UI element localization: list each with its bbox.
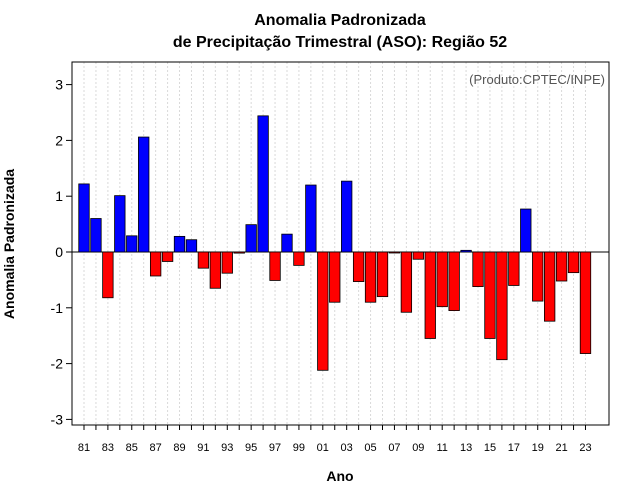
x-tick-label: 13 [460, 442, 472, 454]
bar-2021 [555, 251, 568, 282]
x-tick-label: 97 [269, 442, 281, 454]
x-tick-label: 95 [245, 442, 257, 454]
bar-1990 [185, 239, 198, 253]
y-tick-label: 0 [55, 244, 63, 260]
bar-1995 [245, 224, 257, 253]
bar-2010 [424, 251, 436, 339]
x-tick-label: 09 [412, 442, 424, 454]
source-credit: (Produto:CPTEC/INPE) [469, 72, 605, 87]
bar-2016 [496, 251, 508, 361]
bar-series [78, 115, 592, 371]
x-tick-label: 85 [126, 442, 138, 454]
bar-2009 [412, 251, 424, 260]
x-axis: 81 83 85 87 89 91 93 95 97 99 01 03 05 07 09 11 13 15 17 19… [78, 425, 592, 454]
x-tick-label: 89 [173, 442, 185, 454]
bar-2017 [508, 251, 520, 286]
bar-2006 [376, 251, 389, 298]
y-tick-label: -2 [51, 356, 64, 372]
x-tick-label: 23 [579, 442, 591, 454]
bar-1988 [161, 251, 174, 262]
bar-1985 [126, 235, 138, 253]
bar-2003 [341, 180, 353, 253]
y-tick-label: 1 [55, 188, 63, 204]
bar-1987 [149, 251, 162, 277]
chart-title: Anomalia Padronizada [254, 12, 426, 29]
bar-1981 [78, 183, 90, 253]
bar-1992 [209, 251, 221, 289]
x-tick-label: 91 [197, 442, 209, 454]
x-tick-label: 03 [341, 442, 353, 454]
x-tick-label: 05 [364, 442, 376, 454]
bar-1997 [269, 251, 281, 281]
x-tick-label: 11 [436, 442, 447, 454]
x-tick-label: 81 [78, 442, 90, 454]
x-tick-label: 99 [293, 442, 305, 454]
bar-2001 [317, 251, 329, 371]
bar-1998 [281, 233, 293, 253]
bar-2022 [567, 251, 580, 274]
x-tick-label: 21 [555, 442, 567, 454]
x-tick-label: 07 [388, 442, 400, 454]
bar-1993 [221, 251, 233, 274]
bar-2011 [436, 251, 448, 308]
bar-2005 [364, 251, 377, 303]
vertical-gridlines [83, 62, 586, 425]
bar-1991 [197, 251, 210, 269]
bar-2018 [520, 208, 532, 253]
bar-1999 [293, 251, 305, 266]
chart-subtitle: de Precipitação Trimestral (ASO): Região… [173, 34, 507, 51]
bar-1989 [173, 235, 186, 253]
bar-2019 [532, 251, 544, 302]
bar-2004 [352, 251, 365, 282]
x-tick-label: 01 [317, 442, 329, 454]
y-tick-label: -3 [51, 411, 64, 427]
y-tick-label: 2 [55, 132, 63, 148]
bar-2000 [305, 184, 317, 253]
x-tick-label: 83 [102, 442, 114, 454]
bar-1994 [233, 251, 245, 254]
bar-2014 [472, 251, 484, 287]
bar-2013 [460, 249, 472, 253]
bar-2008 [400, 251, 413, 313]
bar-2020 [544, 251, 556, 322]
x-tick-label: 17 [508, 442, 520, 454]
y-tick-label: 3 [55, 77, 63, 93]
bar-2002 [329, 251, 341, 303]
x-tick-label: 87 [150, 442, 162, 454]
x-tick-label: 19 [532, 442, 544, 454]
bar-1996 [257, 115, 269, 253]
y-tick-label: -1 [51, 300, 64, 316]
bar-1986 [138, 136, 150, 253]
y-axis-label: Anomalia Padronizada [1, 169, 17, 319]
bar-1982 [90, 218, 102, 253]
bar-2023 [579, 251, 592, 354]
x-tick-label: 15 [484, 442, 496, 454]
plot-frame [71, 61, 610, 426]
x-axis-label: Ano [326, 468, 353, 484]
bar-1984 [114, 195, 126, 253]
bar-1983 [102, 251, 114, 299]
bar-2015 [484, 251, 496, 339]
bar-2007 [388, 251, 401, 254]
y-axis: -3 -2 -1 0 1 2 3 [51, 77, 72, 427]
bar-2012 [448, 251, 460, 311]
x-tick-label: 93 [221, 442, 233, 454]
